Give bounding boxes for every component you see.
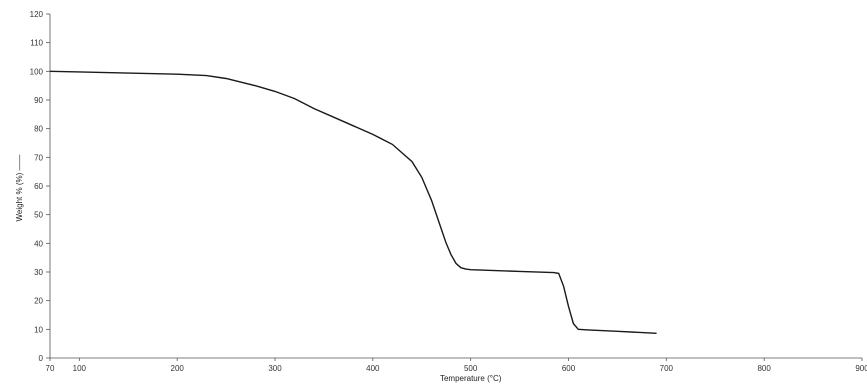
x-tick-label: 400 xyxy=(366,364,380,373)
x-tick-label: 100 xyxy=(73,364,87,373)
y-axis-title: Weight % (%) —— xyxy=(15,155,24,222)
y-tick-label: 110 xyxy=(30,39,43,48)
y-tick-label: 0 xyxy=(39,354,44,363)
axes xyxy=(46,13,863,361)
y-tick-label: 20 xyxy=(34,297,43,306)
x-tick-label: 600 xyxy=(562,364,576,373)
x-tick-label: 500 xyxy=(464,364,478,373)
y-tick-label: 40 xyxy=(34,239,43,248)
tick-labels: 0 10 20 30 40 50 60 70 80 90 100 110 120 70 100 200 300 4… xyxy=(30,10,867,373)
y-tick-label: 120 xyxy=(30,10,44,19)
x-tick-label: 900 xyxy=(855,364,867,373)
y-tick-label: 10 xyxy=(34,325,43,334)
y-tick-label: 90 xyxy=(34,96,43,105)
y-tick-label: 30 xyxy=(34,268,43,277)
x-tick-label: 700 xyxy=(660,364,674,373)
weight-curve xyxy=(49,70,657,334)
x-tick-label: 800 xyxy=(757,364,771,373)
x-tick-label: 300 xyxy=(268,364,282,373)
y-tick-label: 50 xyxy=(34,211,43,220)
y-tick-label: 100 xyxy=(30,67,44,76)
x-tick-label: 200 xyxy=(171,364,185,373)
y-tick-label: 80 xyxy=(34,125,43,134)
y-tick-label: 70 xyxy=(34,153,43,162)
y-tick-label: 60 xyxy=(34,182,43,191)
x-tick-label: 70 xyxy=(46,364,55,373)
x-axis-title: Temperature (°C) xyxy=(440,374,502,383)
